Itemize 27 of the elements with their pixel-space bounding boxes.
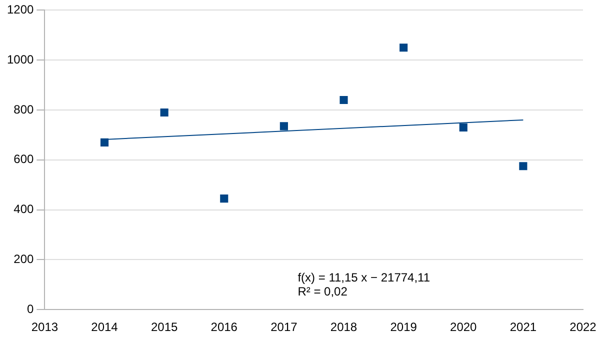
point (519, 162, 528, 170)
x-tick-label: 2018 (330, 320, 358, 334)
x-tick-label: 2021 (510, 320, 537, 334)
x-tick-label: 2013 (31, 320, 58, 334)
point (280, 122, 288, 130)
annotation: f(x) = 11,15 x − 21774,11 (298, 270, 430, 285)
x-tick-label: 2015 (150, 320, 178, 334)
y-tick-label: 600 (14, 152, 34, 166)
y-tick-label: 0 (27, 302, 34, 316)
point (340, 96, 348, 104)
y-tick-label: 1000 (6, 52, 34, 66)
y-tick-label: 800 (14, 102, 34, 116)
point (459, 123, 468, 132)
point (220, 194, 228, 203)
y-tick-label: 400 (14, 202, 34, 216)
point (160, 108, 168, 117)
annotation: R² = 0,02 (298, 284, 348, 299)
x-tick-label: 2020 (450, 320, 478, 334)
y-tick-label: 1200 (6, 2, 34, 17)
x-tick-label: 2016 (210, 320, 238, 334)
y-tick-label: 200 (14, 252, 34, 266)
point (100, 138, 109, 146)
x-tick-label: 2017 (270, 320, 298, 334)
point (400, 44, 408, 52)
x-tick-label: 2014 (91, 320, 118, 334)
x-tick-label: 2022 (570, 320, 597, 334)
x-tick-label: 2019 (390, 320, 418, 334)
